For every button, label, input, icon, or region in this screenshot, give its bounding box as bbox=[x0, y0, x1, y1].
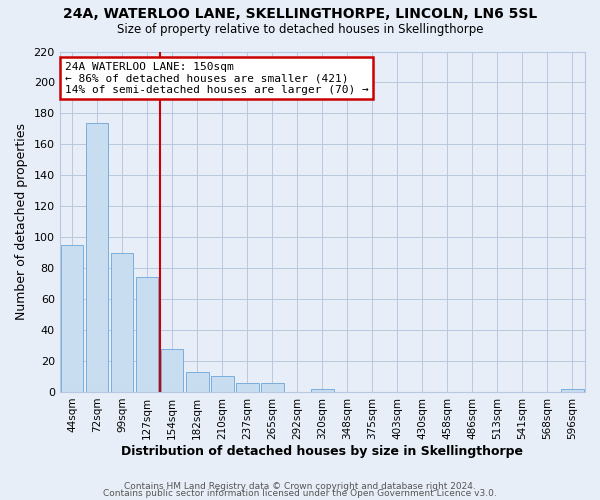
Bar bbox=[186, 372, 209, 392]
Bar bbox=[261, 382, 284, 392]
Text: Contains HM Land Registry data © Crown copyright and database right 2024.: Contains HM Land Registry data © Crown c… bbox=[124, 482, 476, 491]
Text: Size of property relative to detached houses in Skellingthorpe: Size of property relative to detached ho… bbox=[117, 22, 483, 36]
Bar bbox=[61, 245, 83, 392]
Y-axis label: Number of detached properties: Number of detached properties bbox=[15, 123, 28, 320]
Bar bbox=[161, 348, 184, 392]
X-axis label: Distribution of detached houses by size in Skellingthorpe: Distribution of detached houses by size … bbox=[121, 444, 523, 458]
Bar bbox=[311, 389, 334, 392]
Text: Contains public sector information licensed under the Open Government Licence v3: Contains public sector information licen… bbox=[103, 490, 497, 498]
Bar bbox=[236, 382, 259, 392]
Text: 24A WATERLOO LANE: 150sqm
← 86% of detached houses are smaller (421)
14% of semi: 24A WATERLOO LANE: 150sqm ← 86% of detac… bbox=[65, 62, 368, 95]
Text: 24A, WATERLOO LANE, SKELLINGTHORPE, LINCOLN, LN6 5SL: 24A, WATERLOO LANE, SKELLINGTHORPE, LINC… bbox=[63, 8, 537, 22]
Bar bbox=[561, 389, 584, 392]
Bar bbox=[86, 122, 109, 392]
Bar bbox=[136, 278, 158, 392]
Bar bbox=[111, 252, 133, 392]
Bar bbox=[211, 376, 233, 392]
